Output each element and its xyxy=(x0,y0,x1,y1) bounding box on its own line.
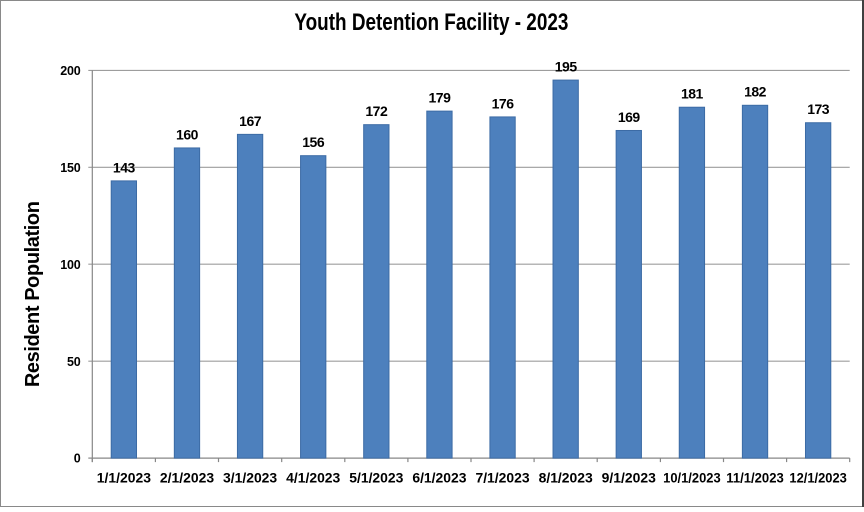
svg-text:0: 0 xyxy=(74,452,81,466)
svg-text:Youth Detention Facility - 202: Youth Detention Facility - 2023 xyxy=(294,9,568,36)
svg-text:179: 179 xyxy=(429,90,452,106)
svg-text:150: 150 xyxy=(60,161,81,175)
svg-text:181: 181 xyxy=(681,86,704,102)
svg-text:100: 100 xyxy=(60,258,81,272)
svg-text:5/1/2023: 5/1/2023 xyxy=(349,470,404,485)
svg-text:50: 50 xyxy=(67,355,81,369)
svg-text:172: 172 xyxy=(365,103,388,119)
svg-text:12/1/2023: 12/1/2023 xyxy=(789,470,847,485)
svg-text:160: 160 xyxy=(176,126,199,142)
svg-text:169: 169 xyxy=(618,109,641,125)
svg-text:182: 182 xyxy=(744,84,767,100)
svg-text:3/1/2023: 3/1/2023 xyxy=(223,470,278,485)
svg-text:4/1/2023: 4/1/2023 xyxy=(286,470,341,485)
svg-text:Resident Population: Resident Population xyxy=(22,201,44,387)
svg-text:7/1/2023: 7/1/2023 xyxy=(475,470,530,485)
svg-text:176: 176 xyxy=(492,95,515,111)
svg-text:173: 173 xyxy=(807,101,830,117)
svg-text:6/1/2023: 6/1/2023 xyxy=(412,470,467,485)
svg-text:156: 156 xyxy=(302,134,325,150)
svg-text:195: 195 xyxy=(555,58,578,74)
svg-text:200: 200 xyxy=(60,64,81,78)
svg-text:1/1/2023: 1/1/2023 xyxy=(97,470,152,485)
svg-text:9/1/2023: 9/1/2023 xyxy=(602,470,657,485)
svg-text:10/1/2023: 10/1/2023 xyxy=(663,470,721,485)
svg-text:2/1/2023: 2/1/2023 xyxy=(160,470,215,485)
svg-text:167: 167 xyxy=(239,113,262,129)
svg-text:8/1/2023: 8/1/2023 xyxy=(539,470,594,485)
svg-text:11/1/2023: 11/1/2023 xyxy=(726,470,784,485)
svg-text:143: 143 xyxy=(113,159,136,175)
